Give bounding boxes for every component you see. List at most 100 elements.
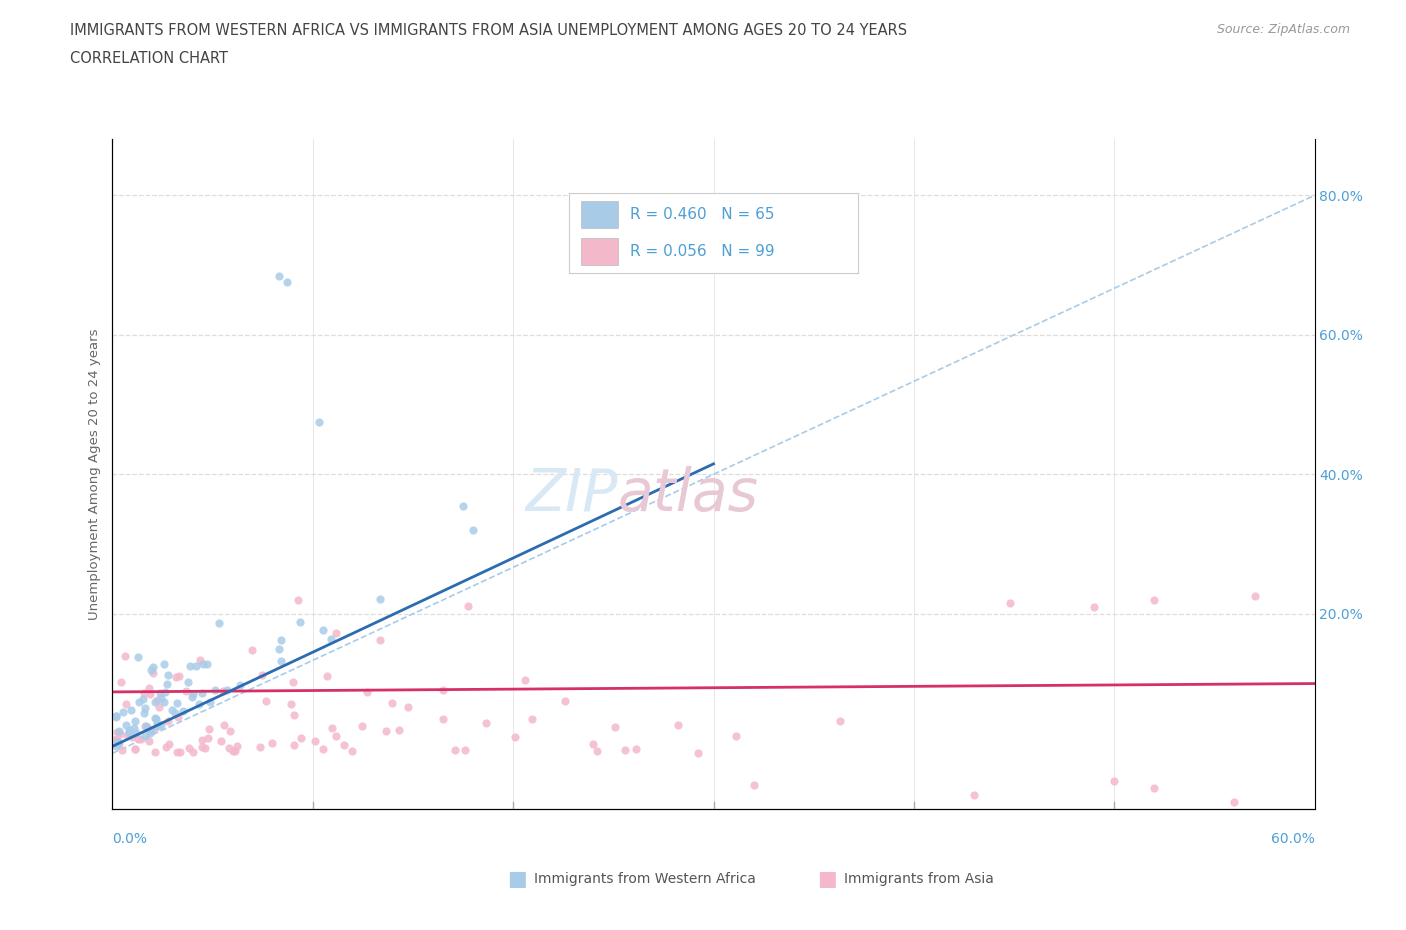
Point xyxy=(172,703,194,718)
Point xyxy=(325,625,347,640)
Point xyxy=(139,662,162,677)
Point xyxy=(166,744,188,759)
Point xyxy=(179,658,201,673)
Point xyxy=(165,706,187,721)
Point xyxy=(145,692,167,707)
Point xyxy=(127,732,149,747)
Point xyxy=(270,654,292,669)
Point xyxy=(135,719,157,734)
Point xyxy=(181,687,204,702)
Point xyxy=(963,788,986,803)
Point xyxy=(375,724,398,738)
Point xyxy=(443,742,465,757)
Point xyxy=(270,633,292,648)
Point xyxy=(143,695,166,710)
Point xyxy=(666,717,689,732)
Point xyxy=(225,738,247,753)
Point xyxy=(215,683,238,698)
Point xyxy=(312,622,335,637)
Point xyxy=(207,616,229,631)
Point xyxy=(212,684,235,698)
Point xyxy=(174,684,197,698)
Point xyxy=(614,742,637,757)
Point xyxy=(250,667,273,682)
Point xyxy=(280,697,302,711)
Point xyxy=(124,713,146,728)
Point xyxy=(156,676,179,691)
Point xyxy=(166,696,188,711)
Point xyxy=(475,715,498,730)
Point xyxy=(160,702,183,717)
Point xyxy=(742,777,765,792)
Point xyxy=(105,708,128,723)
Point xyxy=(117,723,139,737)
Point xyxy=(356,684,378,699)
Point xyxy=(150,690,173,705)
Point xyxy=(828,713,851,728)
Point xyxy=(1143,592,1166,607)
Text: ■: ■ xyxy=(508,869,527,889)
Point xyxy=(143,722,166,737)
Text: ZIP: ZIP xyxy=(524,466,617,523)
Point xyxy=(724,728,747,743)
Point xyxy=(287,592,309,607)
Point xyxy=(138,734,160,749)
Point xyxy=(105,710,128,724)
Point xyxy=(184,658,207,673)
Point xyxy=(124,721,146,736)
Point xyxy=(432,711,454,726)
Point xyxy=(290,730,312,745)
Point xyxy=(209,734,232,749)
Point xyxy=(143,711,166,725)
Point xyxy=(145,711,167,726)
Text: IMMIGRANTS FROM WESTERN AFRICA VS IMMIGRANTS FROM ASIA UNEMPLOYMENT AMONG AGES 2: IMMIGRANTS FROM WESTERN AFRICA VS IMMIGR… xyxy=(70,23,907,38)
Point xyxy=(136,720,159,735)
Point xyxy=(124,742,146,757)
Point xyxy=(110,674,132,689)
Point xyxy=(153,657,176,671)
Point xyxy=(457,599,479,614)
Point xyxy=(188,653,211,668)
Point xyxy=(105,724,128,739)
Text: CORRELATION CHART: CORRELATION CHART xyxy=(70,51,228,66)
Point xyxy=(143,744,166,759)
Point xyxy=(117,728,139,743)
Point xyxy=(131,732,153,747)
Point xyxy=(134,705,156,720)
Point xyxy=(308,415,330,430)
Point xyxy=(515,673,537,688)
Point xyxy=(281,675,304,690)
Point xyxy=(167,668,190,683)
Point xyxy=(155,739,177,754)
Text: R = 0.056   N = 99: R = 0.056 N = 99 xyxy=(630,245,775,259)
Point xyxy=(105,709,128,724)
Point xyxy=(520,711,543,726)
Text: atlas: atlas xyxy=(617,466,758,523)
Point xyxy=(125,725,148,740)
Point xyxy=(134,729,156,744)
Point xyxy=(195,657,218,671)
Text: 60.0%: 60.0% xyxy=(1271,832,1315,846)
Point xyxy=(105,735,128,750)
Point xyxy=(190,685,212,700)
Point xyxy=(107,735,129,750)
Point xyxy=(224,744,246,759)
Point xyxy=(118,725,141,740)
Point xyxy=(156,714,179,729)
Y-axis label: Unemployment Among Ages 20 to 24 years: Unemployment Among Ages 20 to 24 years xyxy=(89,328,101,620)
Point xyxy=(267,268,290,283)
Point xyxy=(114,697,136,711)
Bar xyxy=(581,201,619,229)
Point xyxy=(1083,600,1105,615)
Point xyxy=(554,694,576,709)
Point xyxy=(176,675,198,690)
Point xyxy=(139,725,162,740)
Point xyxy=(288,615,311,630)
Point xyxy=(624,741,647,756)
Point xyxy=(142,666,165,681)
Point xyxy=(340,744,363,759)
Point xyxy=(138,681,160,696)
Point xyxy=(149,685,172,700)
Point xyxy=(315,669,337,684)
Point xyxy=(605,720,627,735)
